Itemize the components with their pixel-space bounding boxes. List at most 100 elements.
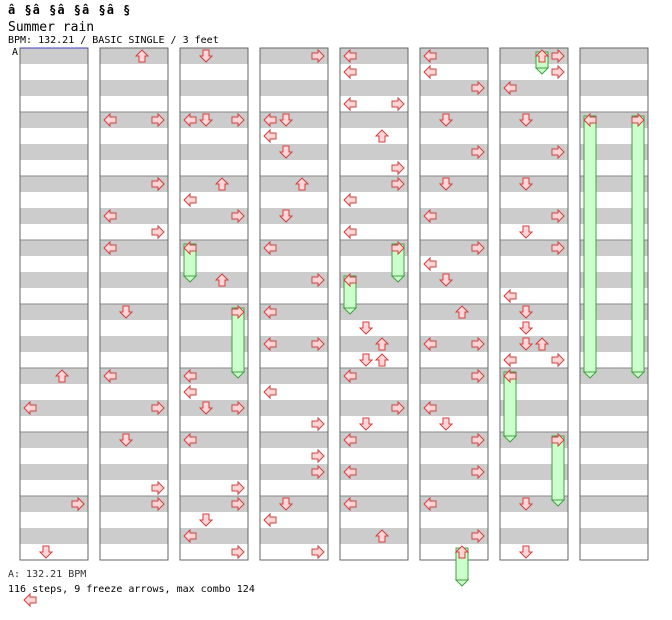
beat-stripe bbox=[180, 368, 248, 384]
right-arrow-icon bbox=[151, 176, 165, 192]
measure-column bbox=[19, 47, 89, 561]
beat-stripe bbox=[420, 528, 488, 544]
chart-info: BPM: 132.21 / BASIC SINGLE / 3 feet bbox=[8, 35, 219, 46]
left-arrow-icon bbox=[183, 528, 197, 544]
beat-stripe bbox=[180, 48, 248, 64]
beat-stripe bbox=[420, 176, 488, 192]
beat-stripe bbox=[180, 400, 248, 416]
beat-stripe bbox=[340, 496, 408, 512]
up-arrow-icon bbox=[374, 337, 390, 351]
measure-column bbox=[579, 47, 649, 561]
freeze-arrow-tail bbox=[502, 435, 518, 443]
column-border bbox=[179, 47, 249, 561]
beat-stripe bbox=[180, 432, 248, 448]
beat-stripe bbox=[340, 304, 408, 320]
left-arrow-icon bbox=[103, 240, 117, 256]
beat-stripe bbox=[580, 336, 648, 352]
up-arrow-icon bbox=[374, 353, 390, 367]
left-arrow-icon bbox=[263, 384, 277, 400]
beat-stripe bbox=[580, 80, 648, 96]
left-arrow-icon bbox=[103, 368, 117, 384]
beat-stripe bbox=[340, 240, 408, 256]
right-arrow-icon bbox=[71, 496, 85, 512]
down-arrow-icon bbox=[438, 273, 454, 287]
beat-stripe bbox=[580, 464, 648, 480]
right-arrow-icon bbox=[311, 464, 325, 480]
bpm-summary: A: 132.21 BPM bbox=[8, 569, 87, 580]
beat-stripe bbox=[260, 368, 328, 384]
down-arrow-icon bbox=[438, 177, 454, 191]
beat-stripe bbox=[500, 112, 568, 128]
down-arrow-icon bbox=[438, 113, 454, 127]
beat-stripe bbox=[180, 464, 248, 480]
beat-stripe bbox=[100, 176, 168, 192]
beat-stripe bbox=[100, 112, 168, 128]
beat-stripe bbox=[260, 336, 328, 352]
beat-stripe bbox=[500, 208, 568, 224]
right-arrow-icon bbox=[311, 544, 325, 560]
right-arrow-icon bbox=[471, 368, 485, 384]
beat-stripe bbox=[500, 368, 568, 384]
freeze-arrow-tail bbox=[582, 371, 598, 379]
right-arrow-icon bbox=[471, 240, 485, 256]
left-arrow-icon bbox=[503, 368, 517, 384]
up-arrow-icon bbox=[534, 337, 550, 351]
left-arrow-icon bbox=[103, 112, 117, 128]
right-arrow-icon bbox=[151, 112, 165, 128]
beat-stripe bbox=[580, 176, 648, 192]
beat-stripe bbox=[20, 368, 88, 384]
down-arrow-icon bbox=[278, 209, 294, 223]
left-arrow-icon bbox=[343, 48, 357, 64]
left-arrow-icon bbox=[183, 192, 197, 208]
beat-stripe bbox=[580, 400, 648, 416]
beat-stripe bbox=[20, 464, 88, 480]
down-arrow-icon bbox=[278, 497, 294, 511]
beat-stripe bbox=[180, 496, 248, 512]
beat-stripe bbox=[260, 80, 328, 96]
down-arrow-icon bbox=[278, 113, 294, 127]
beat-stripe bbox=[100, 144, 168, 160]
beat-stripe bbox=[20, 496, 88, 512]
left-arrow-icon bbox=[503, 352, 517, 368]
down-arrow-icon bbox=[518, 225, 534, 239]
beat-stripe bbox=[20, 400, 88, 416]
beat-stripe bbox=[340, 432, 408, 448]
beat-stripe bbox=[260, 48, 328, 64]
beat-stripe bbox=[580, 240, 648, 256]
beat-stripe bbox=[420, 112, 488, 128]
beat-stripe bbox=[20, 432, 88, 448]
left-arrow-icon bbox=[343, 496, 357, 512]
beat-stripe bbox=[500, 528, 568, 544]
steps-summary: 116 steps, 9 freeze arrows, max combo 12… bbox=[8, 584, 255, 595]
left-arrow-icon bbox=[183, 432, 197, 448]
beat-stripe bbox=[340, 368, 408, 384]
right-arrow-icon bbox=[311, 416, 325, 432]
beat-stripe bbox=[500, 80, 568, 96]
down-arrow-icon bbox=[518, 337, 534, 351]
measure-column bbox=[259, 47, 329, 561]
down-arrow-icon bbox=[518, 177, 534, 191]
left-arrow-icon bbox=[263, 336, 277, 352]
beat-stripe bbox=[20, 240, 88, 256]
left-arrow-icon bbox=[183, 384, 197, 400]
left-arrow-icon bbox=[343, 224, 357, 240]
beat-stripe bbox=[500, 432, 568, 448]
beat-stripe bbox=[260, 528, 328, 544]
down-arrow-icon bbox=[118, 305, 134, 319]
beat-stripe bbox=[340, 336, 408, 352]
up-arrow-icon bbox=[54, 369, 70, 383]
beat-stripe bbox=[500, 272, 568, 288]
beat-stripe bbox=[580, 496, 648, 512]
beat-stripe bbox=[180, 272, 248, 288]
left-arrow-icon bbox=[343, 96, 357, 112]
beat-stripe bbox=[180, 240, 248, 256]
beat-stripe bbox=[420, 48, 488, 64]
left-arrow-icon bbox=[423, 48, 437, 64]
beat-stripe bbox=[420, 304, 488, 320]
column-border bbox=[419, 47, 489, 561]
beat-stripe bbox=[180, 304, 248, 320]
bpm-marker-label: A bbox=[12, 47, 19, 58]
right-arrow-icon bbox=[471, 144, 485, 160]
column-border bbox=[99, 47, 169, 561]
beat-stripe bbox=[580, 48, 648, 64]
